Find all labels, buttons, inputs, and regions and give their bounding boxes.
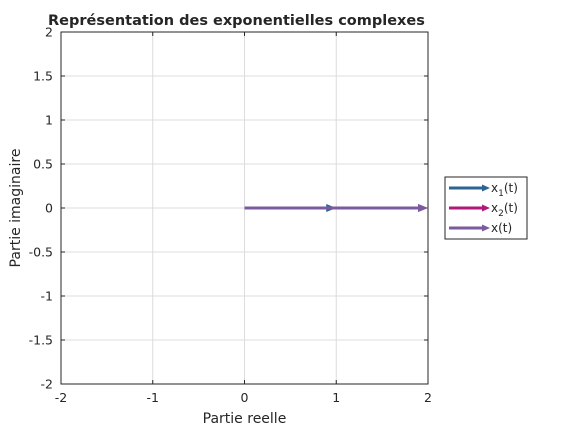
y-tick-label: -1 bbox=[41, 289, 53, 304]
y-axis-ticks: 2 1.5 1 0.5 0 -0.5 -1 -1.5 -2 bbox=[29, 25, 428, 392]
chart-title: Représentation des exponentielles comple… bbox=[48, 13, 425, 29]
x-axis-label: Partie reelle bbox=[203, 411, 287, 427]
y-tick-label: 2 bbox=[45, 25, 53, 40]
x-tick-label: 2 bbox=[424, 390, 432, 405]
legend-label: x(t) bbox=[491, 221, 512, 235]
legend-entry: x(t) bbox=[449, 221, 512, 235]
series-group bbox=[244, 204, 428, 212]
y-tick-label: -2 bbox=[41, 377, 53, 392]
series-x-arrow-head bbox=[418, 204, 428, 212]
x-axis-ticks: -2 -1 0 1 2 bbox=[55, 32, 432, 405]
legend-label-subscript: 2 bbox=[498, 209, 504, 219]
x-tick-label: 1 bbox=[332, 390, 340, 405]
y-tick-label: -0.5 bbox=[29, 245, 53, 260]
y-tick-label: 0.5 bbox=[33, 157, 53, 172]
legend-arrowhead bbox=[482, 224, 490, 232]
y-tick-label: 1 bbox=[45, 113, 53, 128]
legend-arrowhead bbox=[482, 204, 490, 212]
y-tick-label: -1.5 bbox=[29, 333, 53, 348]
series-x-arrow bbox=[244, 204, 428, 212]
x-tick-label: -2 bbox=[55, 390, 67, 405]
legend: x1(t) x2(t) x(t) bbox=[444, 176, 528, 240]
legend-label: x2(t) bbox=[491, 201, 518, 219]
y-axis-label: Partie imaginaire bbox=[8, 149, 24, 268]
legend-arrowhead bbox=[482, 184, 490, 192]
legend-entry: x1(t) bbox=[449, 181, 518, 199]
legend-label-subscript: 1 bbox=[498, 189, 504, 199]
y-tick-label: 1.5 bbox=[33, 69, 53, 84]
legend-label-suffix: (t) bbox=[504, 201, 518, 215]
legend-entry: x2(t) bbox=[449, 201, 518, 219]
y-tick-label: 0 bbox=[45, 201, 53, 216]
legend-label-suffix: (t) bbox=[504, 181, 518, 195]
legend-label: x1(t) bbox=[491, 181, 518, 199]
x-tick-label: -1 bbox=[147, 390, 159, 405]
x-tick-label: 0 bbox=[241, 390, 249, 405]
